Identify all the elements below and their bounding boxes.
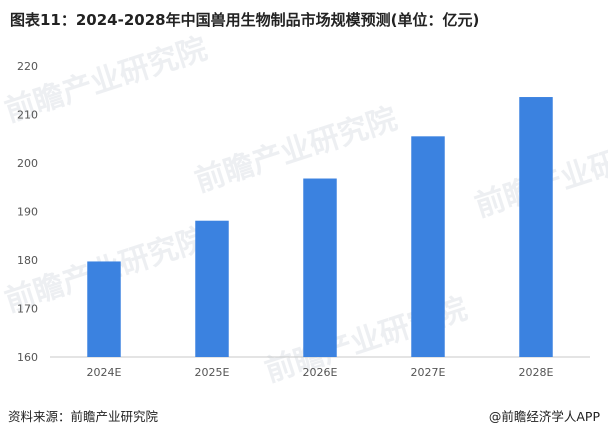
y-tick-label: 190 [17, 206, 38, 219]
x-tick-label: 2025E [195, 366, 230, 379]
x-tick-label: 2027E [411, 366, 446, 379]
x-tick-label: 2026E [303, 366, 338, 379]
y-tick-label: 220 [17, 60, 38, 73]
y-tick-label: 210 [17, 109, 38, 122]
x-tick-label: 2024E [87, 366, 122, 379]
source-note: 资料来源：前瞻产业研究院 [8, 409, 159, 424]
y-tick-label: 200 [17, 157, 38, 170]
y-tick-label: 160 [17, 351, 38, 364]
chart-title: 图表11：2024-2028年中国兽用生物制品市场规模预测(单位：亿元) [10, 11, 480, 29]
bar-2028E [519, 97, 553, 357]
y-tick-label: 170 [17, 303, 38, 316]
x-tick-label: 2028E [519, 366, 554, 379]
y-tick-label: 180 [17, 254, 38, 267]
bar-2026E [303, 178, 337, 357]
bar-chart: 160 170 180 190 200 210 220 2024E 2025E 2026E 2027… [17, 60, 590, 379]
bar-2027E [411, 136, 445, 357]
bar-2024E [87, 261, 121, 357]
brand-credit: @前瞻经济学人APP [488, 409, 600, 424]
bar-2025E [195, 220, 229, 357]
